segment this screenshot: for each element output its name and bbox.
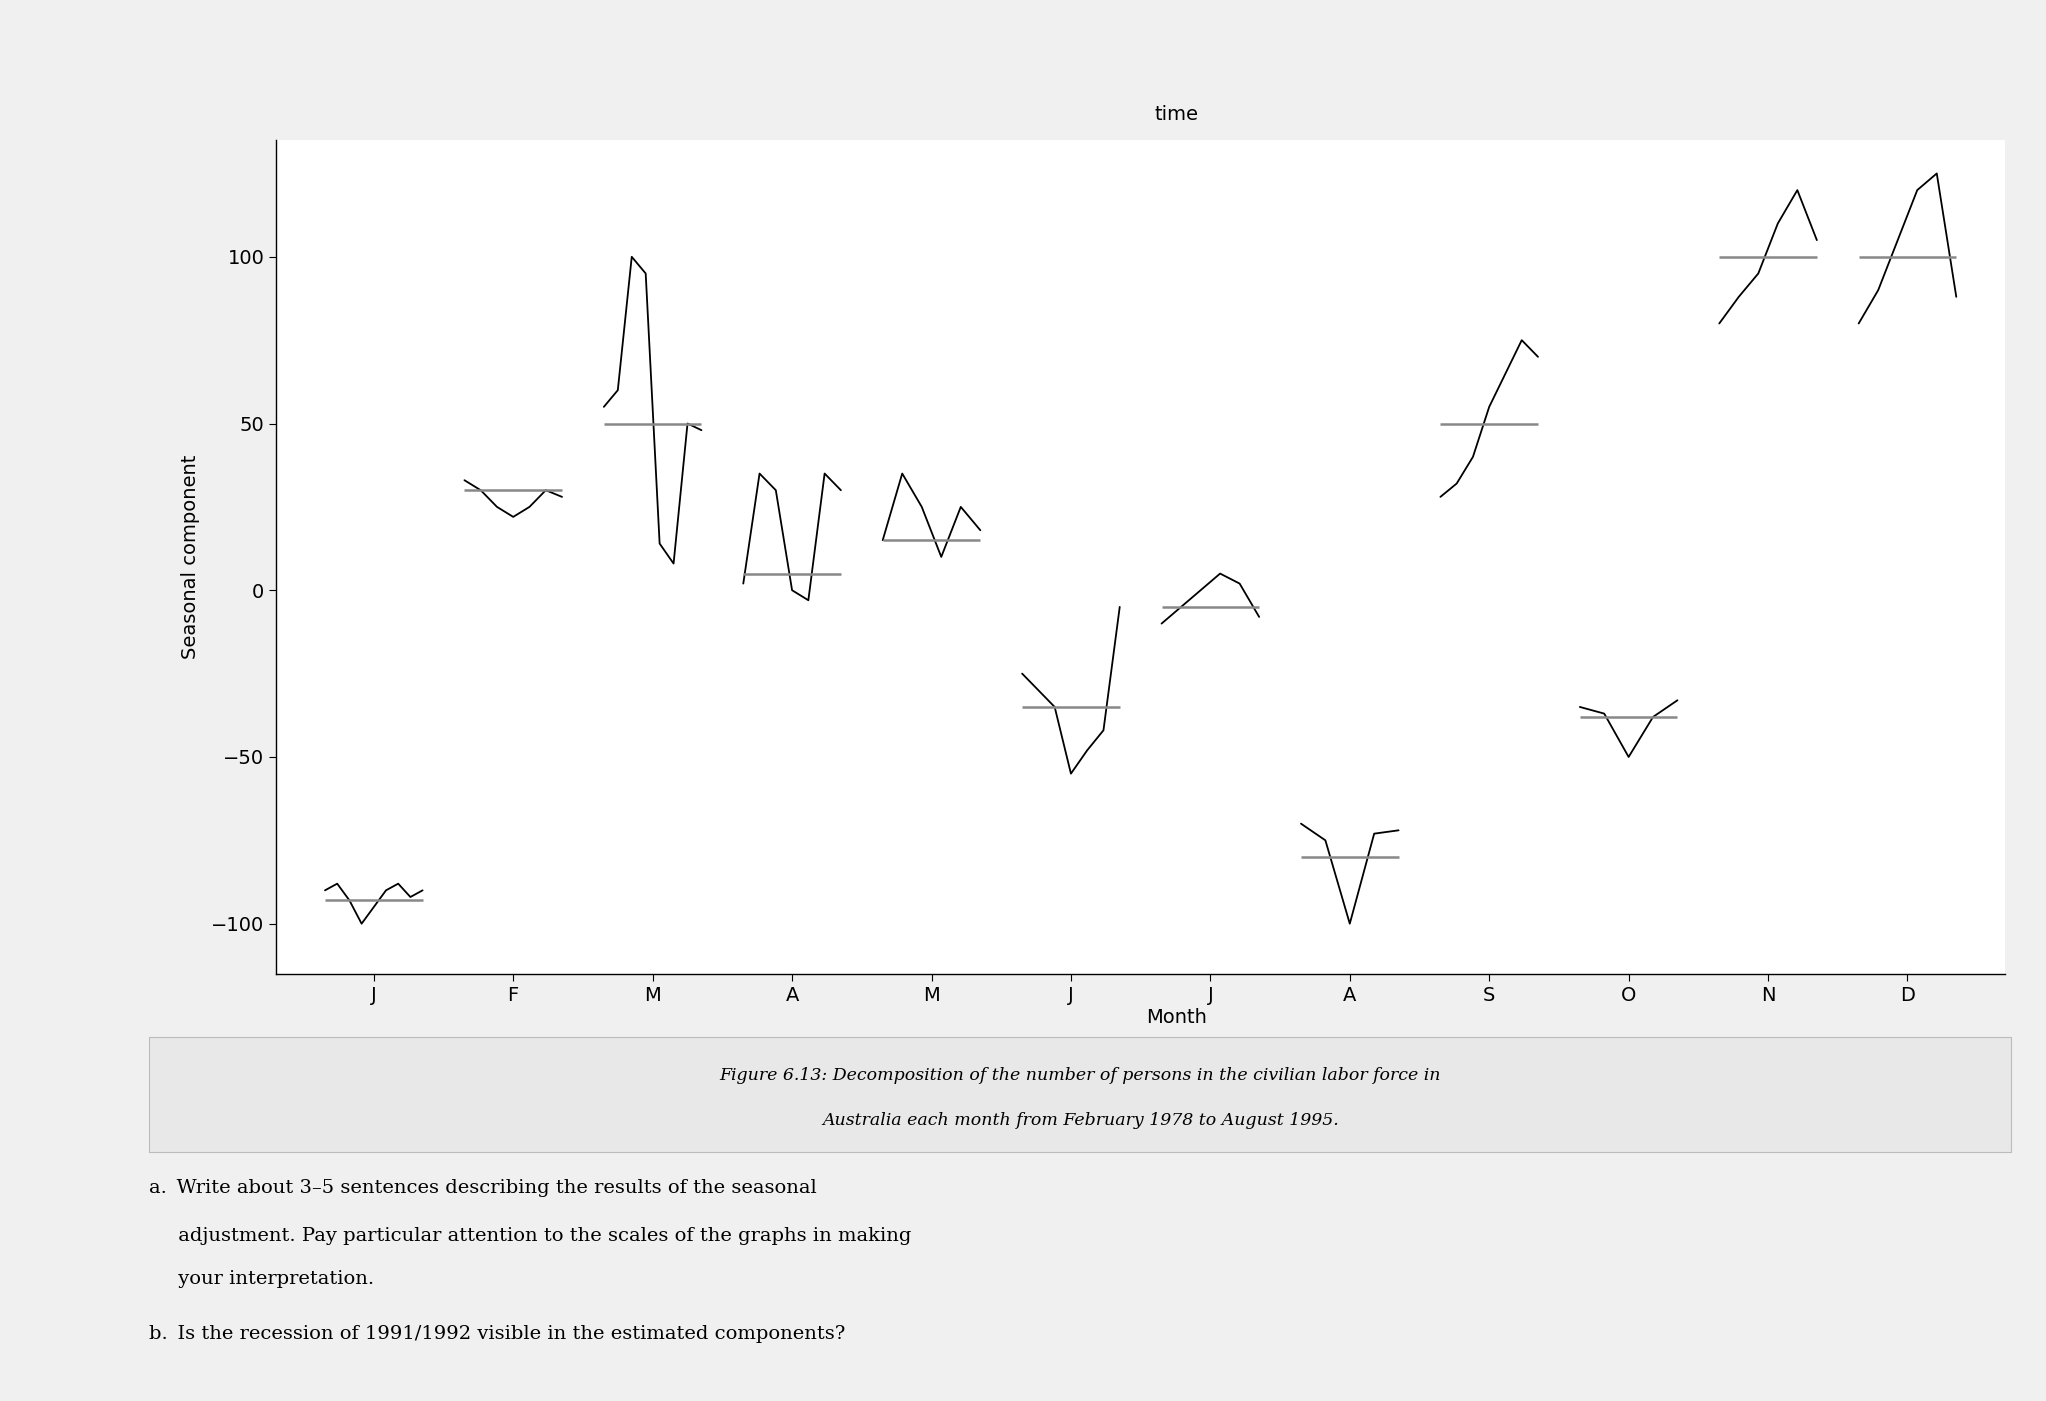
Text: adjustment. Pay particular attention to the scales of the graphs in making: adjustment. Pay particular attention to … xyxy=(149,1227,913,1244)
Text: Australia each month from February 1978 to August 1995.: Australia each month from February 1978 … xyxy=(822,1112,1338,1129)
Text: time: time xyxy=(1154,105,1199,125)
Text: a. Write about 3–5 sentences describing the results of the seasonal: a. Write about 3–5 sentences describing … xyxy=(149,1180,816,1196)
Y-axis label: Seasonal component: Seasonal component xyxy=(180,455,201,658)
Text: Month: Month xyxy=(1146,1007,1207,1027)
Text: Figure 6.13: Decomposition of the number of persons in the civilian labor force : Figure 6.13: Decomposition of the number… xyxy=(720,1068,1440,1084)
Text: your interpretation.: your interpretation. xyxy=(149,1271,374,1288)
Text: b. Is the recession of 1991/1992 visible in the estimated components?: b. Is the recession of 1991/1992 visible… xyxy=(149,1325,845,1342)
